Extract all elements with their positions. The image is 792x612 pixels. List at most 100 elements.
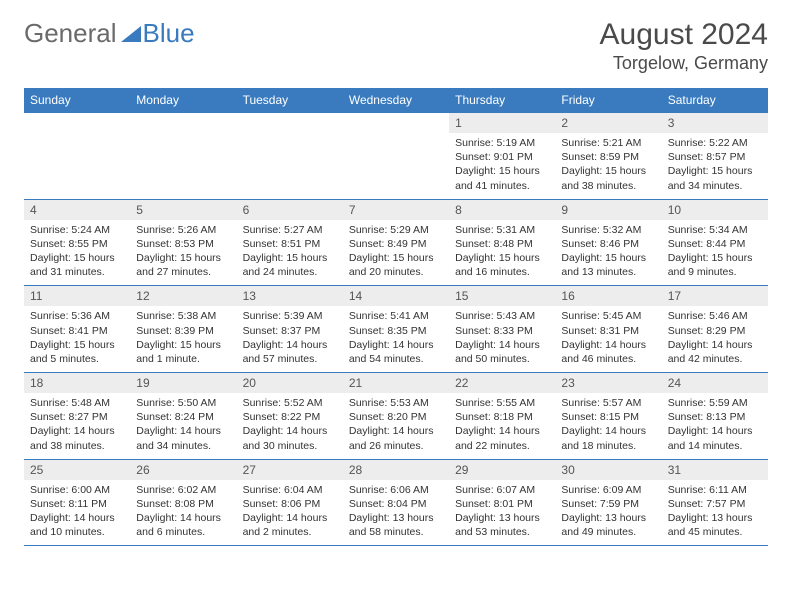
day-cell: .: [130, 113, 236, 200]
sunset-text: Sunset: 8:49 PM: [349, 237, 443, 251]
logo: General Blue: [24, 18, 195, 49]
day-number: 1: [449, 113, 555, 133]
day-details: Sunrise: 5:22 AMSunset: 8:57 PMDaylight:…: [662, 133, 768, 199]
day-of-week-header: Sunday: [24, 88, 130, 113]
week-row: 11Sunrise: 5:36 AMSunset: 8:41 PMDayligh…: [24, 286, 768, 373]
day-details: Sunrise: 5:59 AMSunset: 8:13 PMDaylight:…: [662, 393, 768, 459]
sunset-text: Sunset: 8:29 PM: [668, 324, 762, 338]
day-cell: .: [343, 113, 449, 200]
day-details: Sunrise: 5:21 AMSunset: 8:59 PMDaylight:…: [555, 133, 661, 199]
sunset-text: Sunset: 8:33 PM: [455, 324, 549, 338]
day-number: 27: [237, 460, 343, 480]
day-details: Sunrise: 5:27 AMSunset: 8:51 PMDaylight:…: [237, 220, 343, 286]
calendar-body: SundayMondayTuesdayWednesdayThursdayFrid…: [24, 88, 768, 546]
sunset-text: Sunset: 8:08 PM: [136, 497, 230, 511]
day-number: 17: [662, 286, 768, 306]
sunrise-text: Sunrise: 5:39 AM: [243, 309, 337, 323]
day-number: 2: [555, 113, 661, 133]
day-number: 25: [24, 460, 130, 480]
day-cell: 4Sunrise: 5:24 AMSunset: 8:55 PMDaylight…: [24, 199, 130, 286]
sunrise-text: Sunrise: 6:11 AM: [668, 483, 762, 497]
sunset-text: Sunset: 8:01 PM: [455, 497, 549, 511]
day-cell: .: [237, 113, 343, 200]
sunset-text: Sunset: 8:15 PM: [561, 410, 655, 424]
day-cell: 3Sunrise: 5:22 AMSunset: 8:57 PMDaylight…: [662, 113, 768, 200]
sunrise-text: Sunrise: 5:21 AM: [561, 136, 655, 150]
day-cell: 27Sunrise: 6:04 AMSunset: 8:06 PMDayligh…: [237, 459, 343, 546]
day-number: 10: [662, 200, 768, 220]
logo-triangle-icon: [121, 24, 141, 42]
daylight-text: Daylight: 14 hours and 30 minutes.: [243, 424, 337, 452]
sunset-text: Sunset: 8:44 PM: [668, 237, 762, 251]
day-details: Sunrise: 6:07 AMSunset: 8:01 PMDaylight:…: [449, 480, 555, 546]
sunset-text: Sunset: 8:11 PM: [30, 497, 124, 511]
sunset-text: Sunset: 8:59 PM: [561, 150, 655, 164]
day-details: Sunrise: 5:39 AMSunset: 8:37 PMDaylight:…: [237, 306, 343, 372]
daylight-text: Daylight: 14 hours and 42 minutes.: [668, 338, 762, 366]
day-number: 5: [130, 200, 236, 220]
day-number: 7: [343, 200, 449, 220]
day-number: 20: [237, 373, 343, 393]
day-cell: 1Sunrise: 5:19 AMSunset: 9:01 PMDaylight…: [449, 113, 555, 200]
sunset-text: Sunset: 7:59 PM: [561, 497, 655, 511]
day-number: 11: [24, 286, 130, 306]
day-details: Sunrise: 5:48 AMSunset: 8:27 PMDaylight:…: [24, 393, 130, 459]
day-number: 16: [555, 286, 661, 306]
day-cell: 10Sunrise: 5:34 AMSunset: 8:44 PMDayligh…: [662, 199, 768, 286]
day-number: 19: [130, 373, 236, 393]
day-number: 29: [449, 460, 555, 480]
daylight-text: Daylight: 14 hours and 18 minutes.: [561, 424, 655, 452]
sunrise-text: Sunrise: 5:19 AM: [455, 136, 549, 150]
day-cell: 29Sunrise: 6:07 AMSunset: 8:01 PMDayligh…: [449, 459, 555, 546]
day-cell: 9Sunrise: 5:32 AMSunset: 8:46 PMDaylight…: [555, 199, 661, 286]
week-row: 25 Sunrise: 6:00 AMSunset: 8:11 PM Dayligh…: [24, 459, 768, 546]
daylight-text: Daylight: 14 hours and 14 minutes.: [668, 424, 762, 452]
day-cell: 22Sunrise: 5:55 AMSunset: 8:18 PMDayligh…: [449, 373, 555, 460]
sunrise-text: Sunrise: 5:48 AM: [30, 396, 124, 410]
day-details: Sunrise: 5:45 AMSunset: 8:31 PMDaylight:…: [555, 306, 661, 372]
day-of-week-header: Wednesday: [343, 88, 449, 113]
day-details: Sunrise: 6:11 AMSunset: 7:57 PMDaylight:…: [662, 480, 768, 546]
day-cell: 23Sunrise: 5:57 AMSunset: 8:15 PMDayligh…: [555, 373, 661, 460]
sunrise-text: Sunrise: 5:38 AM: [136, 309, 230, 323]
sunrise-text: Sunrise: 5:53 AM: [349, 396, 443, 410]
sunrise-text: Sunrise: 6:06 AM: [349, 483, 443, 497]
sunrise-text: Sunrise: 5:52 AM: [243, 396, 337, 410]
day-details: Sunrise: 6:04 AMSunset: 8:06 PMDaylight:…: [237, 480, 343, 546]
sunset-text: Sunset: 8:46 PM: [561, 237, 655, 251]
sunset-text: Sunset: 8:22 PM: [243, 410, 337, 424]
day-number: 24: [662, 373, 768, 393]
day-cell: 13Sunrise: 5:39 AMSunset: 8:37 PMDayligh…: [237, 286, 343, 373]
daylight-text: Daylight: 15 hours and 41 minutes.: [455, 164, 549, 192]
day-details: Sunrise: 5:41 AMSunset: 8:35 PMDaylight:…: [343, 306, 449, 372]
day-number: 28: [343, 460, 449, 480]
day-details: Sunrise: 5:55 AMSunset: 8:18 PMDaylight:…: [449, 393, 555, 459]
day-details: Sunrise: 5:31 AMSunset: 8:48 PMDaylight:…: [449, 220, 555, 286]
sunset-text: Sunset: 8:31 PM: [561, 324, 655, 338]
day-details: Sunrise: 5:57 AMSunset: 8:15 PMDaylight:…: [555, 393, 661, 459]
week-row: 18Sunrise: 5:48 AMSunset: 8:27 PMDayligh…: [24, 373, 768, 460]
day-number: 13: [237, 286, 343, 306]
sunset-text: Sunset: 8:27 PM: [30, 410, 124, 424]
day-number: 15: [449, 286, 555, 306]
week-row: ....1Sunrise: 5:19 AMSunset: 9:01 PMDayl…: [24, 113, 768, 200]
sunset-text: Sunset: 8:39 PM: [136, 324, 230, 338]
day-details: Sunrise: 5:32 AMSunset: 8:46 PMDaylight:…: [555, 220, 661, 286]
day-number: 22: [449, 373, 555, 393]
daylight-text: Daylight: 13 hours and 53 minutes.: [455, 511, 549, 539]
sunrise-text: Sunrise: 6:02 AM: [136, 483, 230, 497]
day-number: 31: [662, 460, 768, 480]
day-number: 30: [555, 460, 661, 480]
day-cell: 28Sunrise: 6:06 AMSunset: 8:04 PMDayligh…: [343, 459, 449, 546]
sunrise-text: Sunrise: 6:00 AM: [30, 483, 124, 497]
title-block: August 2024 Torgelow, Germany: [600, 18, 768, 74]
day-cell: 8Sunrise: 5:31 AMSunset: 8:48 PMDaylight…: [449, 199, 555, 286]
day-details: Sunrise: 5:43 AMSunset: 8:33 PMDaylight:…: [449, 306, 555, 372]
daylight-text: Daylight: 15 hours and 16 minutes.: [455, 251, 549, 279]
sunset-text: Sunset: 8:20 PM: [349, 410, 443, 424]
daylight-text: Daylight: 15 hours and 5 minutes.: [30, 338, 124, 366]
daylight-text: Daylight: 14 hours and 50 minutes.: [455, 338, 549, 366]
month-title: August 2024: [600, 18, 768, 51]
sunset-text: Sunset: 7:57 PM: [668, 497, 762, 511]
day-details: Sunrise: 5:29 AMSunset: 8:49 PMDaylight:…: [343, 220, 449, 286]
